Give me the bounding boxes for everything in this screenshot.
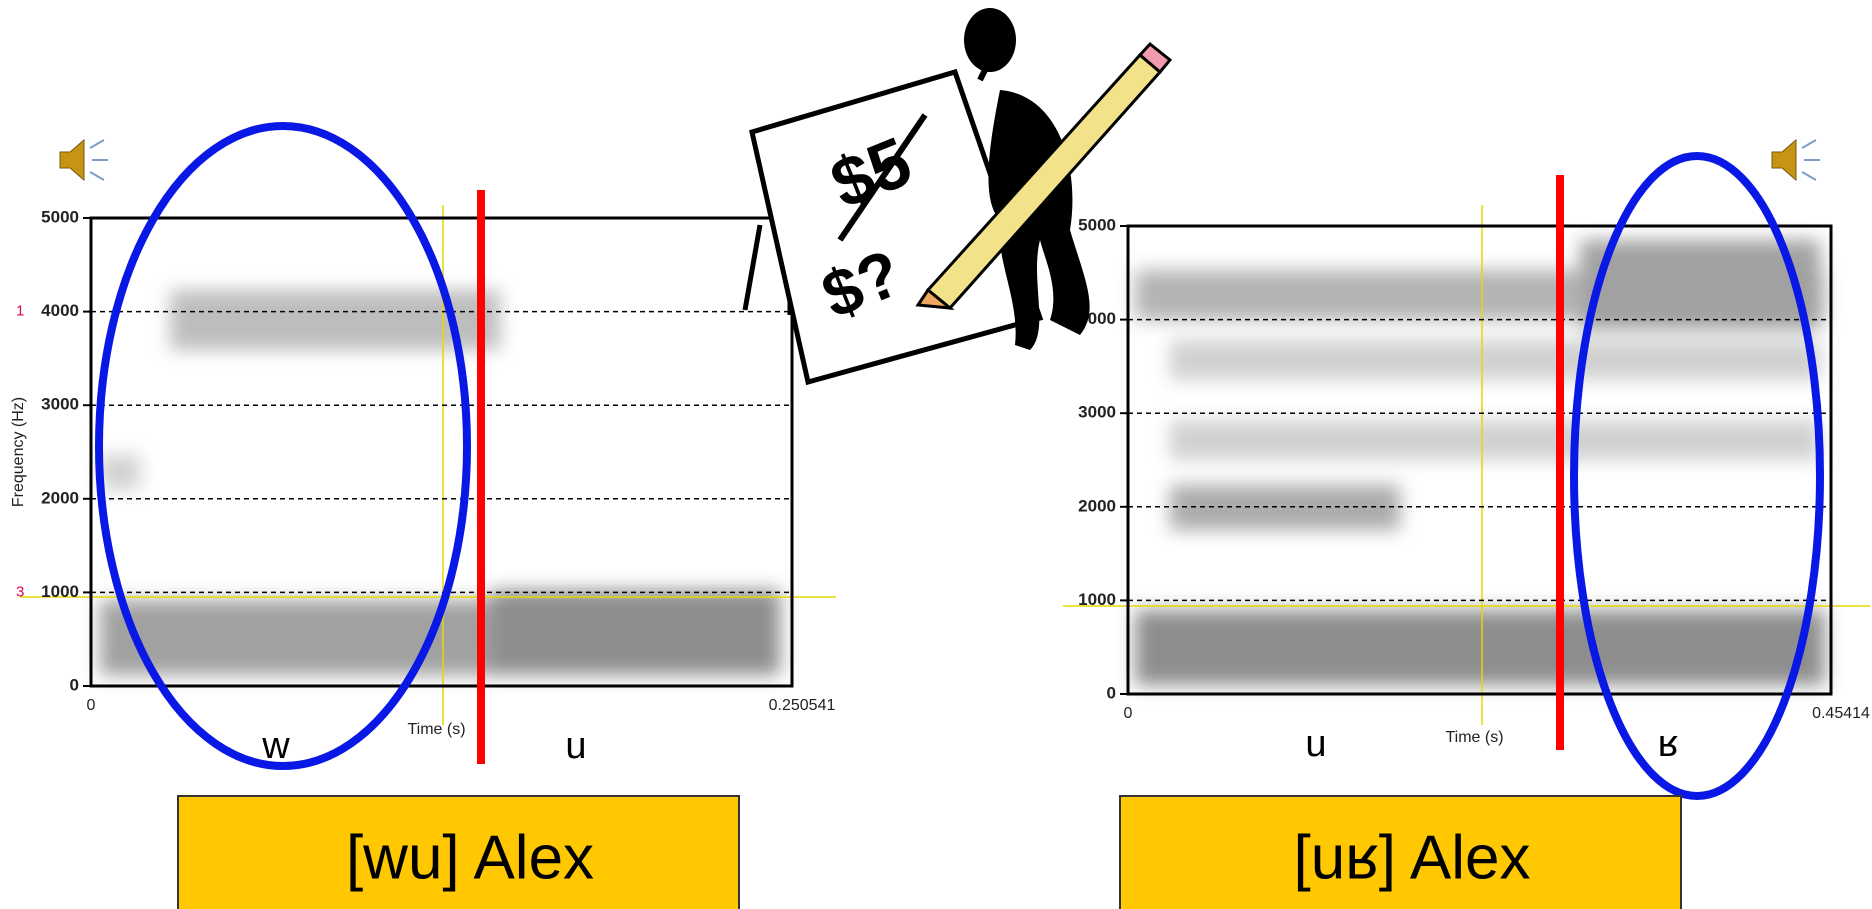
- y-axis-label: Frequency (Hz): [10, 397, 27, 507]
- y-tick-label: 2000: [1078, 496, 1116, 515]
- y-tick-label: 4000: [41, 301, 79, 320]
- segment-label: u: [1305, 723, 1326, 765]
- caption: [wu] Alex: [346, 823, 594, 892]
- x-tick-label: 0: [1124, 705, 1133, 722]
- x-tick-label: 0.250541: [769, 697, 836, 714]
- y-tick-label: 1000: [1078, 590, 1116, 609]
- speaker-icon[interactable]: [1772, 140, 1820, 180]
- x-tick-label: 0.45414: [1812, 705, 1870, 722]
- x-axis-label: Time (s): [1445, 729, 1503, 746]
- y-tick-label: 3000: [41, 395, 79, 414]
- spectrogram: [1135, 240, 1825, 685]
- y-tick-label: 2000: [41, 488, 79, 507]
- caption: [uʁ] Alex: [1294, 823, 1531, 892]
- y-tick-label: 1000: [41, 582, 79, 601]
- y-tick-label: 0: [1107, 683, 1116, 702]
- marker-label: 1: [16, 303, 24, 320]
- x-axis-label: Time (s): [407, 721, 465, 738]
- y-tick-label: 0: [70, 675, 79, 694]
- x-tick-label: 0: [87, 697, 96, 714]
- marker-label: 3: [16, 583, 24, 600]
- segment-label: u: [565, 725, 586, 767]
- y-tick-label: 3000: [1078, 403, 1116, 422]
- segment-label: ʁ: [1658, 723, 1679, 765]
- speaker-icon[interactable]: [60, 140, 108, 180]
- y-tick-label: 5000: [41, 207, 79, 226]
- y-tick-label: 5000: [1078, 215, 1116, 234]
- slide: 50004000300020001000000.250541Time (s)Fr…: [0, 0, 1872, 909]
